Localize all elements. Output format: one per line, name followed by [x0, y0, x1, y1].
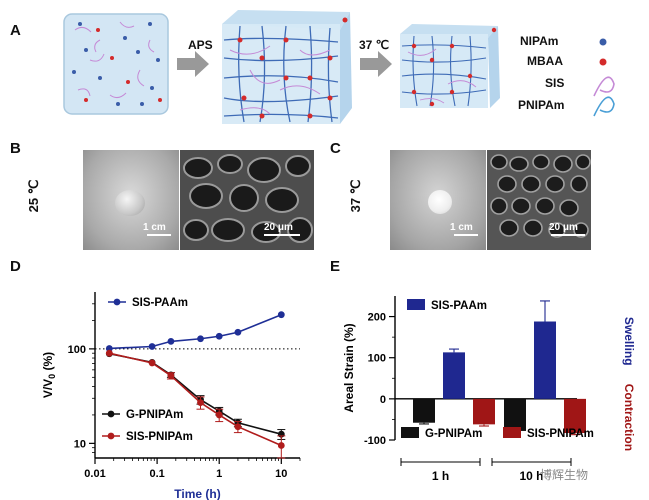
aps-label: APS [188, 38, 213, 52]
legend-swatch [503, 427, 521, 438]
legend-pnipam: PNIPAm [518, 98, 565, 112]
y-tick-label: 10 [74, 438, 86, 450]
watermark: 博辉生物 [540, 468, 589, 482]
legend-label: G-PNIPAm [126, 409, 183, 421]
opaque-gel-disk [428, 190, 452, 214]
data-point [148, 359, 156, 367]
chart-e-areal-strain: -100 0 100 200 1 h 10 h SIS-PAAm G-PNIPAm SIS-PN… [342, 296, 636, 483]
y-axis-label-part: V/V [41, 379, 55, 398]
data-point [234, 423, 242, 431]
sem-image-25c: 20 μm [180, 150, 314, 250]
data-point [105, 345, 113, 352]
mbaa-dot-icon [599, 58, 607, 66]
swelling-label: Swelling [622, 317, 636, 366]
category-label: 1 h [432, 469, 449, 483]
contracted-gel-network [400, 24, 500, 108]
y-axis-label-part: (%) [41, 352, 55, 374]
scale-bar-2 [264, 234, 300, 236]
bar [504, 398, 526, 431]
porous-structure-37c [487, 150, 591, 250]
bar [443, 352, 465, 399]
panel-label-e: E [330, 258, 341, 275]
y-tick-label: 0 [380, 394, 386, 406]
legend-sis: SIS [545, 76, 565, 90]
data-point [167, 338, 175, 345]
y-tick-label: 100 [68, 344, 86, 356]
x-tick-label: 0.1 [149, 468, 164, 480]
bar [534, 321, 556, 399]
pnipam-chain-icon [593, 96, 615, 117]
data-point [105, 349, 113, 357]
legend-mbaa: MBAA [527, 54, 563, 68]
panel-a-schematic [63, 10, 615, 124]
data-point [277, 442, 285, 449]
legend-label: SIS-PNIPAm [527, 428, 594, 440]
legend-marker [113, 298, 121, 306]
scale-bar-4 [551, 234, 585, 236]
monomer-dots [72, 22, 162, 106]
bar [473, 398, 495, 425]
bar [564, 398, 586, 434]
temperature-37c-label: 37 ℃ [348, 179, 363, 213]
data-point [148, 343, 156, 350]
data-point [277, 311, 285, 319]
sis-chain-icon [593, 76, 615, 97]
scale-label-20um: 20 μm [264, 222, 293, 233]
sem-image-37c: 20 μm [487, 150, 591, 250]
legend-label: SIS-PAAm [132, 297, 188, 309]
legend-swatch [401, 427, 419, 438]
data-point [215, 411, 223, 419]
gel-photo-25c: 1 cm [83, 150, 179, 250]
legend-nipam: NIPAm [520, 34, 559, 48]
x-axis-label: Time (h) [174, 487, 220, 500]
y-tick-label: 200 [368, 312, 386, 324]
nipam-dot-icon [599, 38, 607, 46]
arrow-right-icon [177, 51, 209, 77]
chart-d-swelling-kinetics: 0.01 0.1 1 10 10 100 SIS-PAAm G-PNIPAm SIS-PNIPA… [41, 292, 301, 500]
x-tick-label: 10 [275, 468, 287, 480]
scale-bar-3 [454, 234, 478, 236]
y-tick-label: -100 [364, 435, 386, 447]
legend-label: G-PNIPAm [425, 428, 482, 440]
data-point [197, 399, 204, 407]
series-line [109, 313, 282, 350]
data-point [234, 328, 242, 336]
series-line [109, 352, 282, 435]
contraction-label: Contraction [622, 384, 636, 451]
panel-label-b: B [10, 140, 21, 157]
data-point [215, 332, 223, 340]
panel-label-d: D [10, 258, 21, 275]
temperature-37-label: 37 ℃ [359, 38, 390, 52]
temperature-25-label: 25 ℃ [26, 179, 41, 213]
legend-marker [107, 410, 115, 418]
y-axis-label: Areal Strain (%) [342, 323, 356, 412]
y-tick-label: 100 [368, 353, 386, 365]
x-tick-label: 0.01 [84, 468, 105, 480]
panel-label-a: A [10, 22, 21, 39]
data-point [167, 372, 175, 380]
scale-label-20um-c: 20 μm [549, 222, 578, 233]
porous-structure [180, 150, 314, 250]
sis-chains [74, 21, 155, 99]
legend-swatch [407, 299, 425, 310]
transparent-gel-disk [115, 190, 145, 216]
scale-label-1cm: 1 cm [143, 222, 166, 233]
monomer-solution-box [63, 13, 169, 115]
scale-bar [147, 234, 171, 236]
x-tick-label: 1 [216, 468, 222, 480]
category-label: 10 h [519, 469, 543, 483]
y-axis-label-subscript: 0 [47, 374, 57, 379]
panel-label-c: C [330, 140, 341, 157]
legend-marker [107, 432, 115, 440]
legend-label: SIS-PAAm [431, 300, 487, 312]
gel-photo-37c: 1 cm [390, 150, 486, 250]
y-axis-label: V/V0 (%) [41, 352, 57, 398]
scale-label-1cm-c: 1 cm [450, 222, 473, 233]
bar [413, 398, 435, 423]
legend-label: SIS-PNIPAm [126, 431, 193, 443]
swollen-gel-network [222, 10, 352, 124]
data-point [197, 335, 204, 343]
arrow-right-icon-2 [360, 51, 392, 77]
